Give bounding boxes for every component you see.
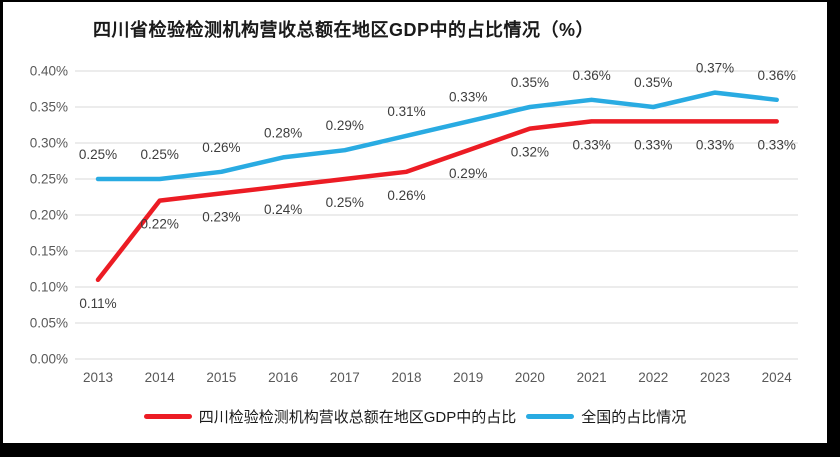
data-label-series-0: 0.26% <box>387 188 425 203</box>
data-label-series-0: 0.22% <box>141 217 179 232</box>
data-label-series-1: 0.36% <box>758 68 796 83</box>
y-axis-tick-label: 0.25% <box>30 172 68 187</box>
x-axis-tick-label: 2019 <box>453 370 483 385</box>
data-label-series-1: 0.36% <box>572 68 610 83</box>
data-label-series-1: 0.26% <box>202 140 240 155</box>
x-axis-tick-label: 2021 <box>577 370 607 385</box>
data-label-series-0: 0.33% <box>634 137 672 152</box>
data-label-series-0: 0.32% <box>511 145 549 160</box>
data-label-series-0: 0.11% <box>79 296 116 311</box>
y-axis-tick-label: 0.35% <box>30 100 68 115</box>
y-axis-tick-label: 0.05% <box>30 316 68 331</box>
line-chart-plot-area: 0.00% 0.05% 0.10% 0.15% 0.20% 0.25% 0.30% 0.35%… <box>30 61 798 385</box>
x-axis-tick-label: 2023 <box>700 370 730 385</box>
y-axis-tick-label: 0.10% <box>30 280 68 295</box>
data-label-series-0: 0.33% <box>696 137 734 152</box>
data-label-series-1: 0.35% <box>634 75 672 90</box>
data-label-series-0: 0.29% <box>449 166 487 181</box>
legend-item-1: 全国的占比情况 <box>526 406 686 427</box>
data-label-series-1: 0.33% <box>449 89 487 104</box>
legend-line-marker-icon <box>143 413 192 419</box>
data-label-series-0: 0.24% <box>264 202 302 217</box>
x-axis-tick-label: 2015 <box>206 370 236 385</box>
y-axis-tick-label: 0.15% <box>30 244 68 259</box>
chart-panel: 四川省检验检测机构营收总额在地区GDP中的占比情况（%） 0.00% 0.05% 0… <box>3 2 827 443</box>
y-axis-tick-label: 0.20% <box>30 208 68 223</box>
x-axis-tick-label: 2017 <box>330 370 360 385</box>
series-line-0 <box>95 119 779 283</box>
x-axis-tick-label: 2013 <box>83 370 113 385</box>
x-axis-tick-label: 2016 <box>268 370 298 385</box>
y-axis-tick-label: 0.00% <box>30 352 68 367</box>
data-label-series-1: 0.25% <box>79 147 117 162</box>
data-label-series-0: 0.23% <box>202 209 240 224</box>
chart-title: 四川省检验检测机构营收总额在地区GDP中的占比情况（%） <box>93 20 595 40</box>
data-label-series-0: 0.33% <box>572 137 610 152</box>
data-label-series-0: 0.33% <box>758 137 796 152</box>
data-label-series-1: 0.28% <box>264 125 302 140</box>
y-axis-tick-label: 0.40% <box>30 64 68 79</box>
data-label-series-1: 0.31% <box>387 104 425 119</box>
legend-label: 全国的占比情况 <box>581 408 687 426</box>
legend-line-marker-icon <box>526 413 575 419</box>
data-label-series-1: 0.25% <box>141 147 179 162</box>
series-line-1 <box>95 90 779 182</box>
data-label-series-1: 0.29% <box>326 118 364 133</box>
x-axis-tick-label: 2022 <box>638 370 668 385</box>
legend-label: 四川检验检测机构营收总额在地区GDP中的占比 <box>198 408 517 426</box>
chart-legend: 四川检验检测机构营收总额在地区GDP中的占比 全国的占比情况 <box>3 404 827 428</box>
data-label-series-0: 0.25% <box>326 195 364 210</box>
x-axis-tick-label: 2018 <box>391 370 421 385</box>
data-label-series-1: 0.35% <box>511 75 549 90</box>
y-axis-tick-label: 0.30% <box>30 136 68 151</box>
legend-item-0: 四川检验检测机构营收总额在地区GDP中的占比 <box>143 406 517 427</box>
data-label-series-1: 0.37% <box>696 61 734 76</box>
x-axis-tick-label: 2024 <box>762 370 793 385</box>
x-axis-tick-label: 2014 <box>145 370 176 385</box>
x-axis-tick-label: 2020 <box>515 370 545 385</box>
